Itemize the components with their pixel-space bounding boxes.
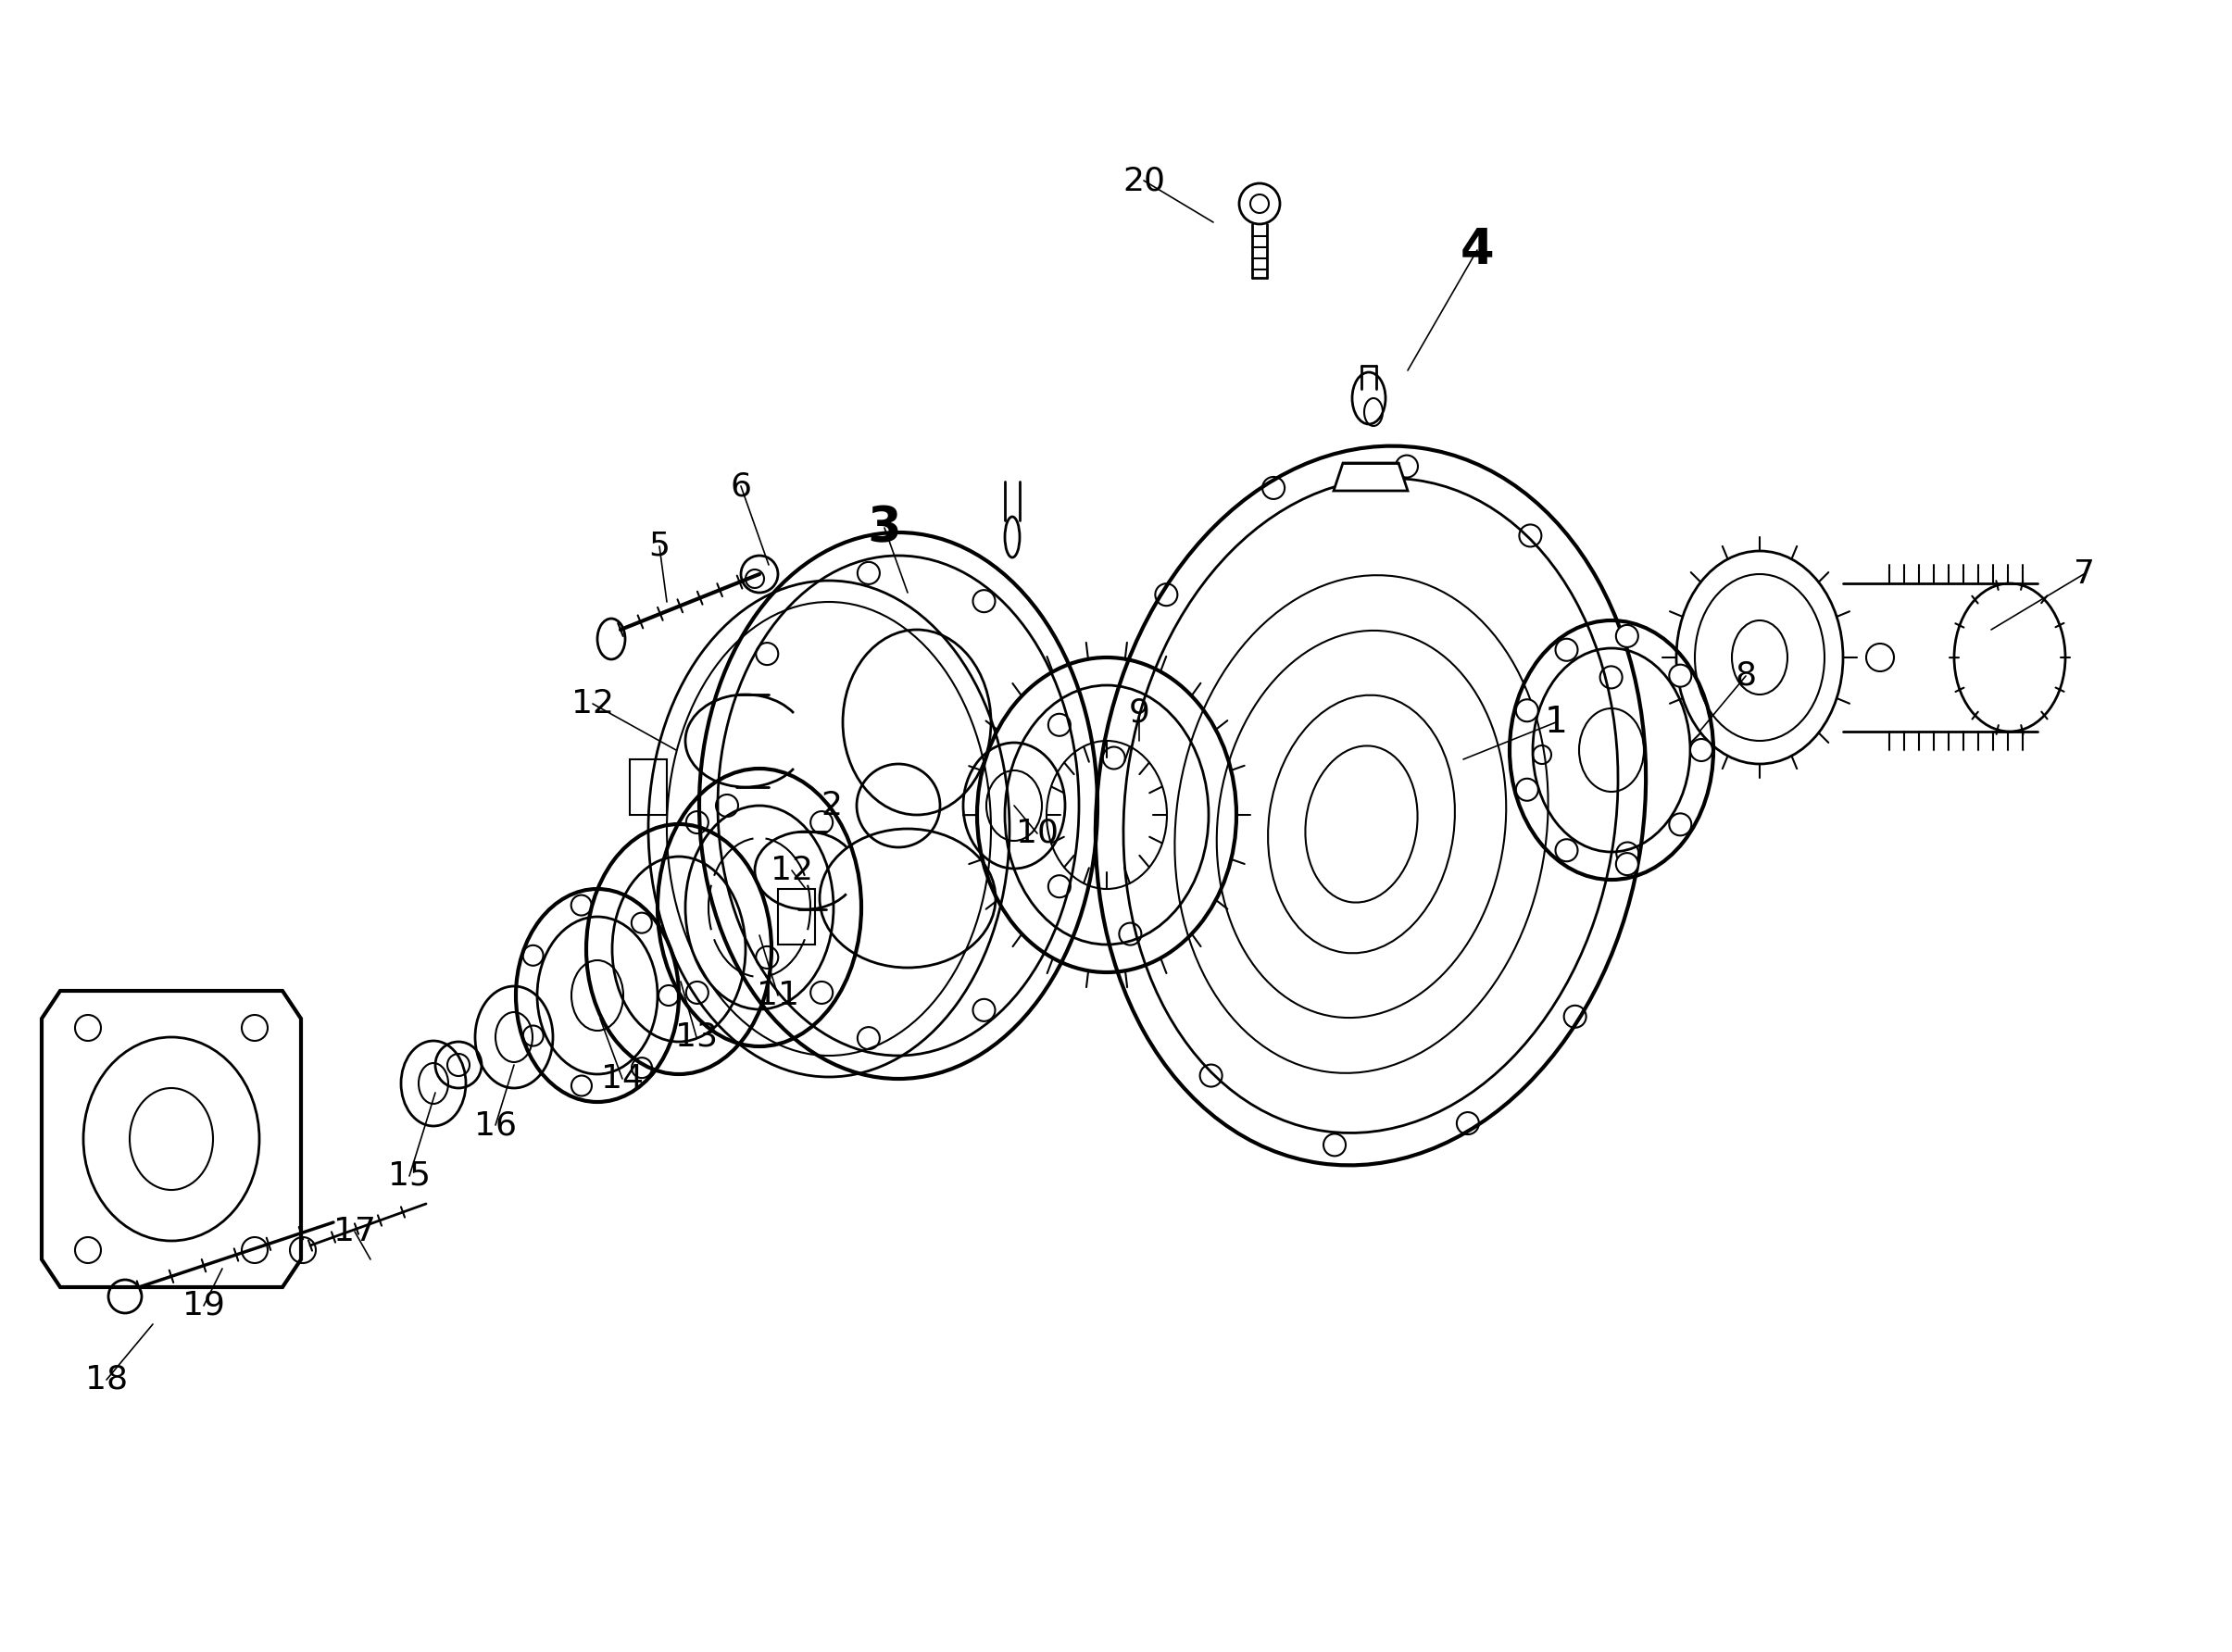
Circle shape	[1616, 852, 1638, 876]
Text: 10: 10	[1016, 818, 1058, 849]
Ellipse shape	[1004, 517, 1020, 557]
Text: 19: 19	[183, 1290, 225, 1322]
Circle shape	[1690, 738, 1712, 762]
Circle shape	[1556, 639, 1578, 661]
Text: 18: 18	[85, 1365, 127, 1396]
Text: 16: 16	[473, 1110, 518, 1142]
Text: 1: 1	[1545, 705, 1567, 740]
Text: 13: 13	[674, 1021, 719, 1052]
Text: 12: 12	[770, 854, 812, 885]
Circle shape	[1670, 813, 1692, 836]
Text: 17: 17	[333, 1216, 375, 1247]
Circle shape	[1616, 624, 1638, 648]
Circle shape	[1556, 839, 1578, 861]
Text: 11: 11	[757, 980, 799, 1011]
Text: 2: 2	[821, 790, 841, 821]
Text: 6: 6	[730, 471, 752, 502]
Polygon shape	[1335, 463, 1408, 491]
Text: 3: 3	[868, 504, 902, 552]
Circle shape	[1670, 664, 1692, 687]
Circle shape	[1516, 778, 1538, 801]
Text: 7: 7	[2074, 558, 2094, 590]
Text: 14: 14	[600, 1062, 643, 1095]
Text: 9: 9	[1129, 697, 1149, 729]
Text: 20: 20	[1123, 165, 1165, 197]
Text: 8: 8	[1734, 661, 1757, 692]
Text: 5: 5	[650, 530, 670, 562]
Text: 12: 12	[571, 687, 614, 720]
Circle shape	[1516, 699, 1538, 722]
Text: 15: 15	[388, 1160, 431, 1191]
Text: 4: 4	[1460, 226, 1493, 274]
